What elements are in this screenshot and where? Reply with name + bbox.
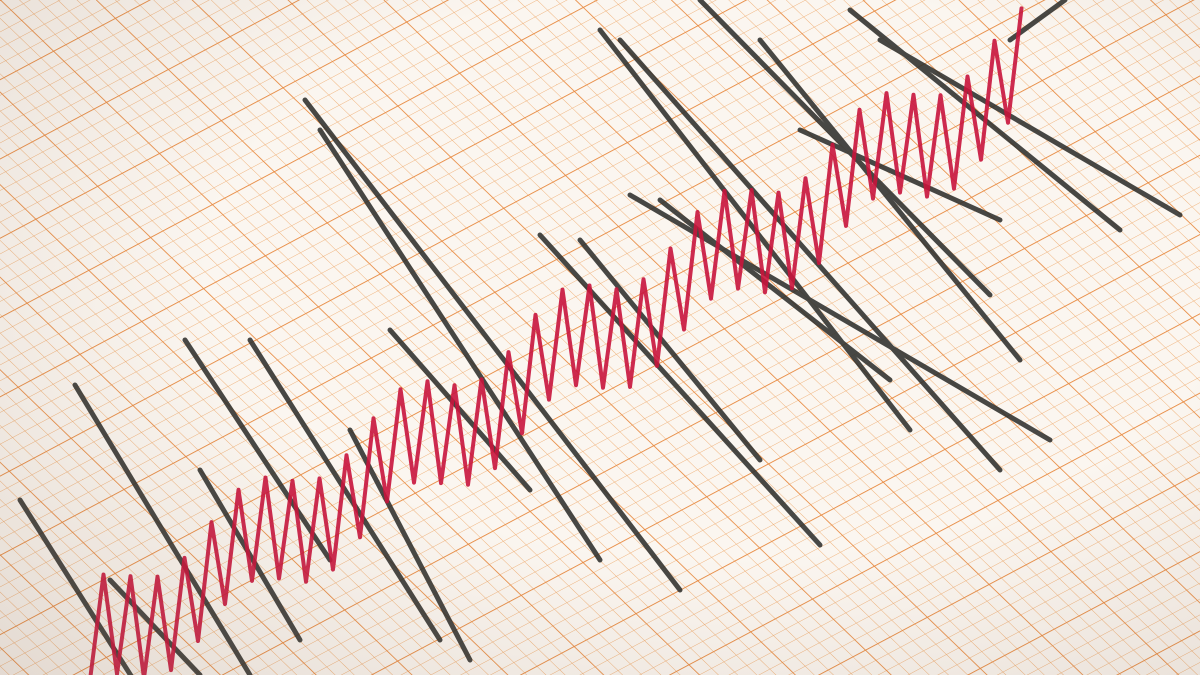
- dark-trace-stroke: [617, 37, 1003, 473]
- dark-trace-stroke: [877, 37, 1183, 218]
- dark-trace-stroke: [317, 127, 603, 563]
- dark-trace-stroke: [302, 97, 683, 593]
- dark-trace-stroke: [182, 337, 333, 563]
- dark-trace-stroke: [577, 237, 763, 463]
- dark-trace-stroke: [537, 232, 823, 548]
- dark-trace-stroke: [247, 337, 443, 643]
- red-trace: [88, 6, 1024, 675]
- dark-trace-stroke: [347, 427, 473, 663]
- dark-trace-stroke: [757, 37, 1023, 363]
- dark-trace-stroke: [387, 327, 533, 493]
- red-trace-line: [88, 6, 1024, 675]
- dark-trace-stroke: [72, 382, 253, 675]
- dark-traces: [17, 0, 1183, 675]
- dark-trace-stroke: [107, 577, 203, 675]
